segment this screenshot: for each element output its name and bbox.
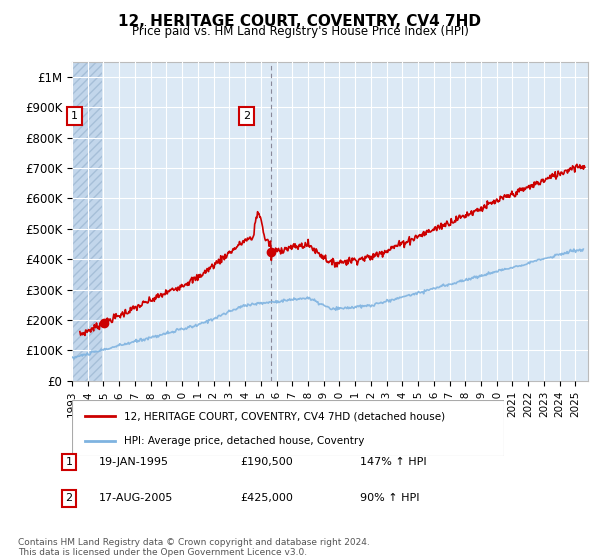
Text: Price paid vs. HM Land Registry's House Price Index (HPI): Price paid vs. HM Land Registry's House …	[131, 25, 469, 38]
Text: 2: 2	[243, 111, 250, 122]
Text: Contains HM Land Registry data © Crown copyright and database right 2024.
This d: Contains HM Land Registry data © Crown c…	[18, 538, 370, 557]
Bar	[72, 62, 102, 381]
Text: 12, HERITAGE COURT, COVENTRY, CV4 7HD (detached house): 12, HERITAGE COURT, COVENTRY, CV4 7HD (d…	[124, 411, 445, 421]
Text: 2: 2	[65, 493, 73, 503]
Text: £425,000: £425,000	[240, 493, 293, 503]
Text: HPI: Average price, detached house, Coventry: HPI: Average price, detached house, Cove…	[124, 436, 364, 446]
Text: 19-JAN-1995: 19-JAN-1995	[99, 457, 169, 467]
Text: 147% ↑ HPI: 147% ↑ HPI	[360, 457, 427, 467]
Text: 1: 1	[65, 457, 73, 467]
Text: 1: 1	[71, 111, 78, 122]
Text: 12, HERITAGE COURT, COVENTRY, CV4 7HD: 12, HERITAGE COURT, COVENTRY, CV4 7HD	[119, 14, 482, 29]
Text: £190,500: £190,500	[240, 457, 293, 467]
Text: 17-AUG-2005: 17-AUG-2005	[99, 493, 173, 503]
Text: 90% ↑ HPI: 90% ↑ HPI	[360, 493, 419, 503]
FancyBboxPatch shape	[72, 400, 504, 456]
